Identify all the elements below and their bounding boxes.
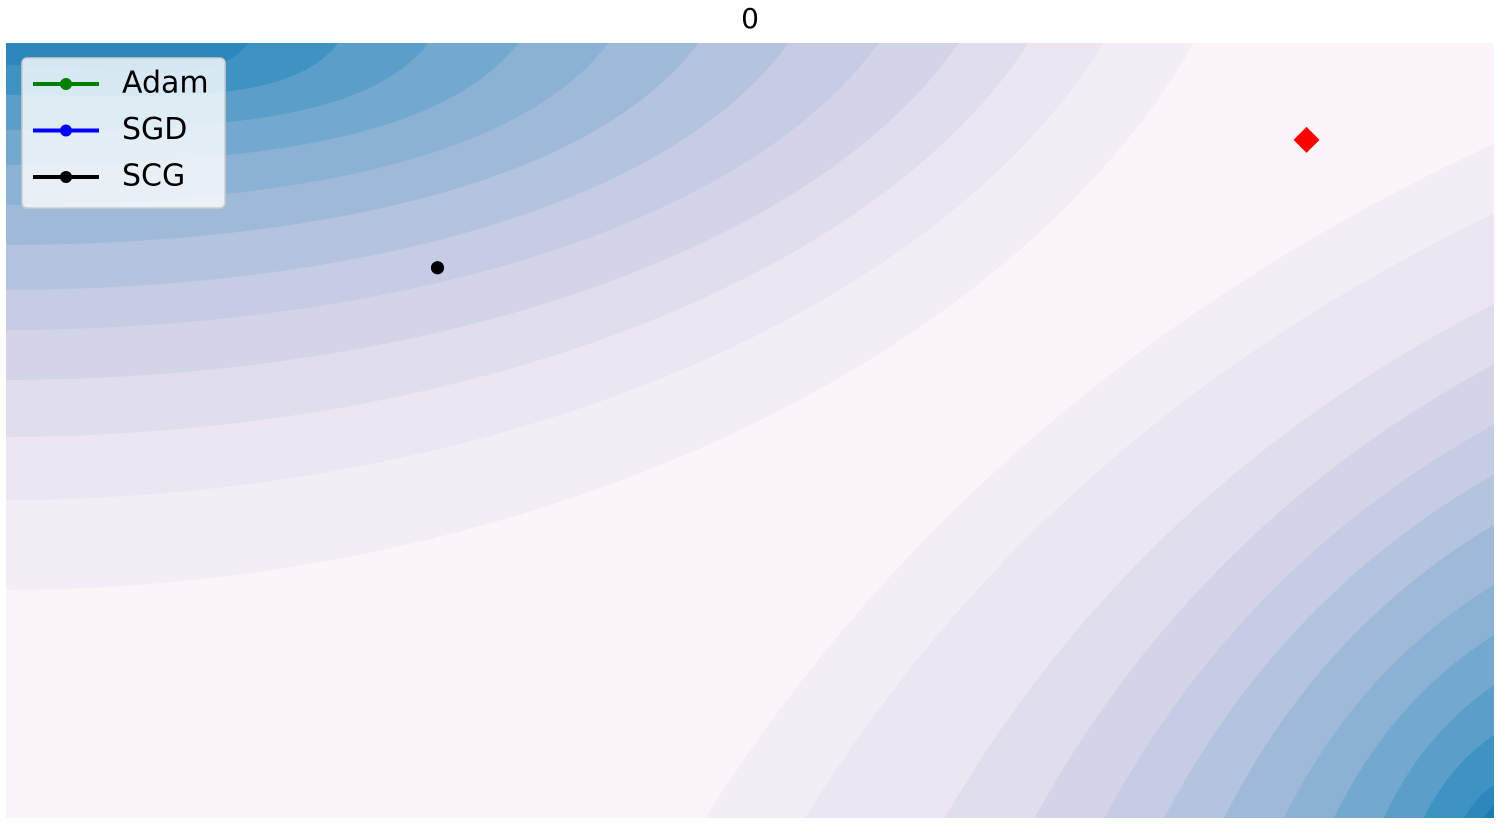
- trajectory-point: [431, 261, 445, 275]
- legend-marker: [60, 124, 72, 137]
- contour-band: [1423, 735, 1494, 818]
- legend-label: Adam: [122, 66, 209, 101]
- plot-marks: [431, 126, 1320, 275]
- target-marker: [1293, 126, 1320, 153]
- legend-marker: [60, 171, 72, 183]
- legend-box: [21, 57, 226, 209]
- legend-label: SCG: [122, 159, 185, 194]
- contour-band: [1483, 805, 1494, 818]
- chart-title: 0: [741, 2, 759, 35]
- legend-marker: [60, 78, 72, 90]
- legend: Adam SGD SCG: [21, 57, 226, 209]
- contour-band: [1464, 784, 1494, 818]
- legend-label: SGD: [122, 112, 187, 147]
